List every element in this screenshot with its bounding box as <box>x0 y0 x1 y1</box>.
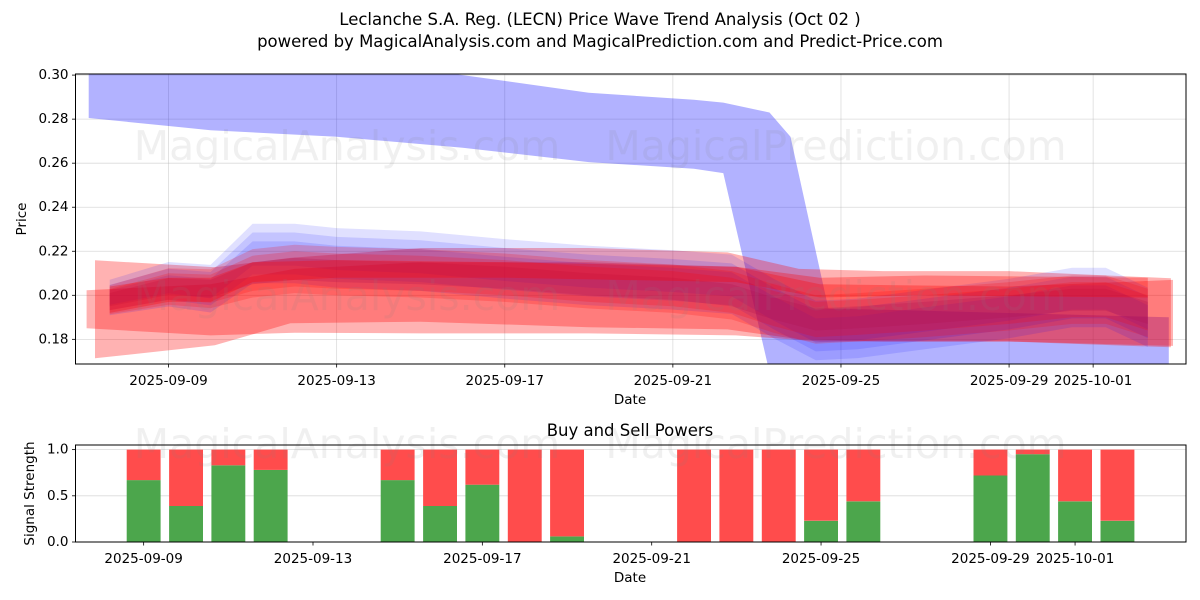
sell-bar <box>380 449 415 481</box>
buy-bar <box>169 506 203 542</box>
x-tick-label: 2025-10-01 <box>1036 551 1114 567</box>
sell-bar <box>507 449 542 542</box>
watermark-magicalprediction: MagicalPrediction.com <box>605 420 1066 468</box>
sell-bar <box>253 449 288 470</box>
watermark-magicalanalysis: MagicalAnalysis.com <box>134 272 561 320</box>
red-wave-band-3 <box>109 257 1148 331</box>
x-tick-label: 2025-09-17 <box>443 551 521 567</box>
red-core-band <box>109 260 1148 313</box>
price-watermarks: MagicalAnalysis.com MagicalPrediction.co… <box>134 122 1067 320</box>
sell-bar <box>126 449 161 481</box>
buy-bar <box>804 520 838 542</box>
sell-bar <box>1015 449 1050 455</box>
buy-sell-bars <box>126 449 1135 542</box>
price-axes-frame <box>75 73 1187 365</box>
buy-bar <box>846 501 881 542</box>
buy-bar <box>423 506 457 542</box>
buy-bar <box>465 484 500 542</box>
sell-bar <box>677 449 711 542</box>
sell-bar <box>423 449 457 506</box>
sell-bar <box>719 449 754 542</box>
y-tick-label: 0.5 <box>47 488 68 504</box>
y-tick-label: 0.28 <box>38 111 68 127</box>
buy-bar <box>1015 454 1050 542</box>
sell-bar <box>1058 449 1092 502</box>
sell-bar <box>550 449 584 537</box>
x-tick-label: 2025-10-01 <box>1054 373 1132 389</box>
buy-sell-watermarks: MagicalAnalysis.com MagicalPrediction.co… <box>134 420 1067 468</box>
red-wave-band-2 <box>109 251 1148 338</box>
price-ticks: 2025-09-09 2025-09-13 2025-09-17 2025-09-21… <box>38 67 1132 389</box>
buy-sell-y-axis-label: Signal Strength <box>22 441 38 545</box>
x-tick-label: 2025-09-09 <box>104 551 182 567</box>
y-tick-label: 1.0 <box>47 442 68 458</box>
x-tick-label: 2025-09-17 <box>466 373 544 389</box>
blue-wave-band-1 <box>109 223 1148 361</box>
x-tick-label: 2025-09-25 <box>782 551 860 567</box>
red-outer-band-1 <box>95 248 1171 359</box>
blue-main-band <box>88 74 1169 364</box>
y-tick-label: 0.30 <box>38 67 68 83</box>
price-x-axis-label: Date <box>614 392 646 408</box>
y-tick-label: 0.18 <box>38 331 68 347</box>
price-y-axis-label: Price <box>14 203 30 236</box>
buy-bar <box>380 480 415 542</box>
buy-bar <box>1100 520 1135 542</box>
sell-bar <box>846 449 881 502</box>
y-tick-label: 0.24 <box>38 199 68 215</box>
buy-bar <box>253 469 288 542</box>
buy-bar <box>211 465 246 542</box>
x-tick-label: 2025-09-29 <box>970 373 1048 389</box>
buy-sell-axes: Buy and Sell Powers MagicalAnalysis.com … <box>22 420 1187 586</box>
price-bands <box>86 74 1174 364</box>
sell-bar <box>211 449 246 466</box>
buy-bar <box>1058 501 1092 542</box>
blue-wave-band-3 <box>109 241 1148 343</box>
x-tick-label: 2025-09-21 <box>612 551 690 567</box>
price-grid <box>75 74 1186 364</box>
watermark-magicalanalysis: MagicalAnalysis.com <box>134 122 561 170</box>
buy-sell-ticks: 2025-09-09 2025-09-13 2025-09-17 2025-09-21… <box>47 442 1114 567</box>
x-tick-label: 2025-09-13 <box>297 373 375 389</box>
buy-bar <box>973 475 1008 542</box>
buy-bar <box>126 480 161 542</box>
buy-sell-x-axis-label: Date <box>614 570 646 586</box>
chart-subtitle: powered by MagicalAnalysis.com and Magic… <box>257 32 943 51</box>
sell-bar <box>973 449 1008 476</box>
price-wave-axes: MagicalAnalysis.com MagicalPrediction.co… <box>14 67 1187 408</box>
watermark-magicalanalysis: MagicalAnalysis.com <box>134 420 561 468</box>
y-tick-label: 0.22 <box>38 243 68 259</box>
sell-bar <box>465 449 500 485</box>
red-outer-band-2 <box>86 262 1174 346</box>
y-tick-label: 0.26 <box>38 155 68 171</box>
watermark-magicalprediction: MagicalPrediction.com <box>605 272 1066 320</box>
sell-bar <box>169 449 203 506</box>
chart-title: Leclanche S.A. Reg. (LECN) Price Wave Tr… <box>339 10 860 29</box>
y-tick-label: 0.20 <box>38 287 68 303</box>
watermark-magicalprediction: MagicalPrediction.com <box>605 122 1066 170</box>
sell-bar <box>804 449 838 521</box>
buy-sell-axes-frame <box>75 444 1187 543</box>
buy-bar <box>550 536 584 542</box>
blue-wave-band-2 <box>109 232 1148 352</box>
red-wave-band-1 <box>109 244 1148 344</box>
x-tick-label: 2025-09-09 <box>129 373 207 389</box>
x-tick-label: 2025-09-29 <box>951 551 1029 567</box>
x-tick-label: 2025-09-13 <box>274 551 352 567</box>
x-tick-label: 2025-09-21 <box>634 373 712 389</box>
sell-bar <box>1100 449 1135 521</box>
y-tick-label: 0.0 <box>47 534 68 550</box>
sell-bar <box>761 449 796 542</box>
x-tick-label: 2025-09-25 <box>802 373 880 389</box>
buy-sell-title: Buy and Sell Powers <box>547 421 714 440</box>
